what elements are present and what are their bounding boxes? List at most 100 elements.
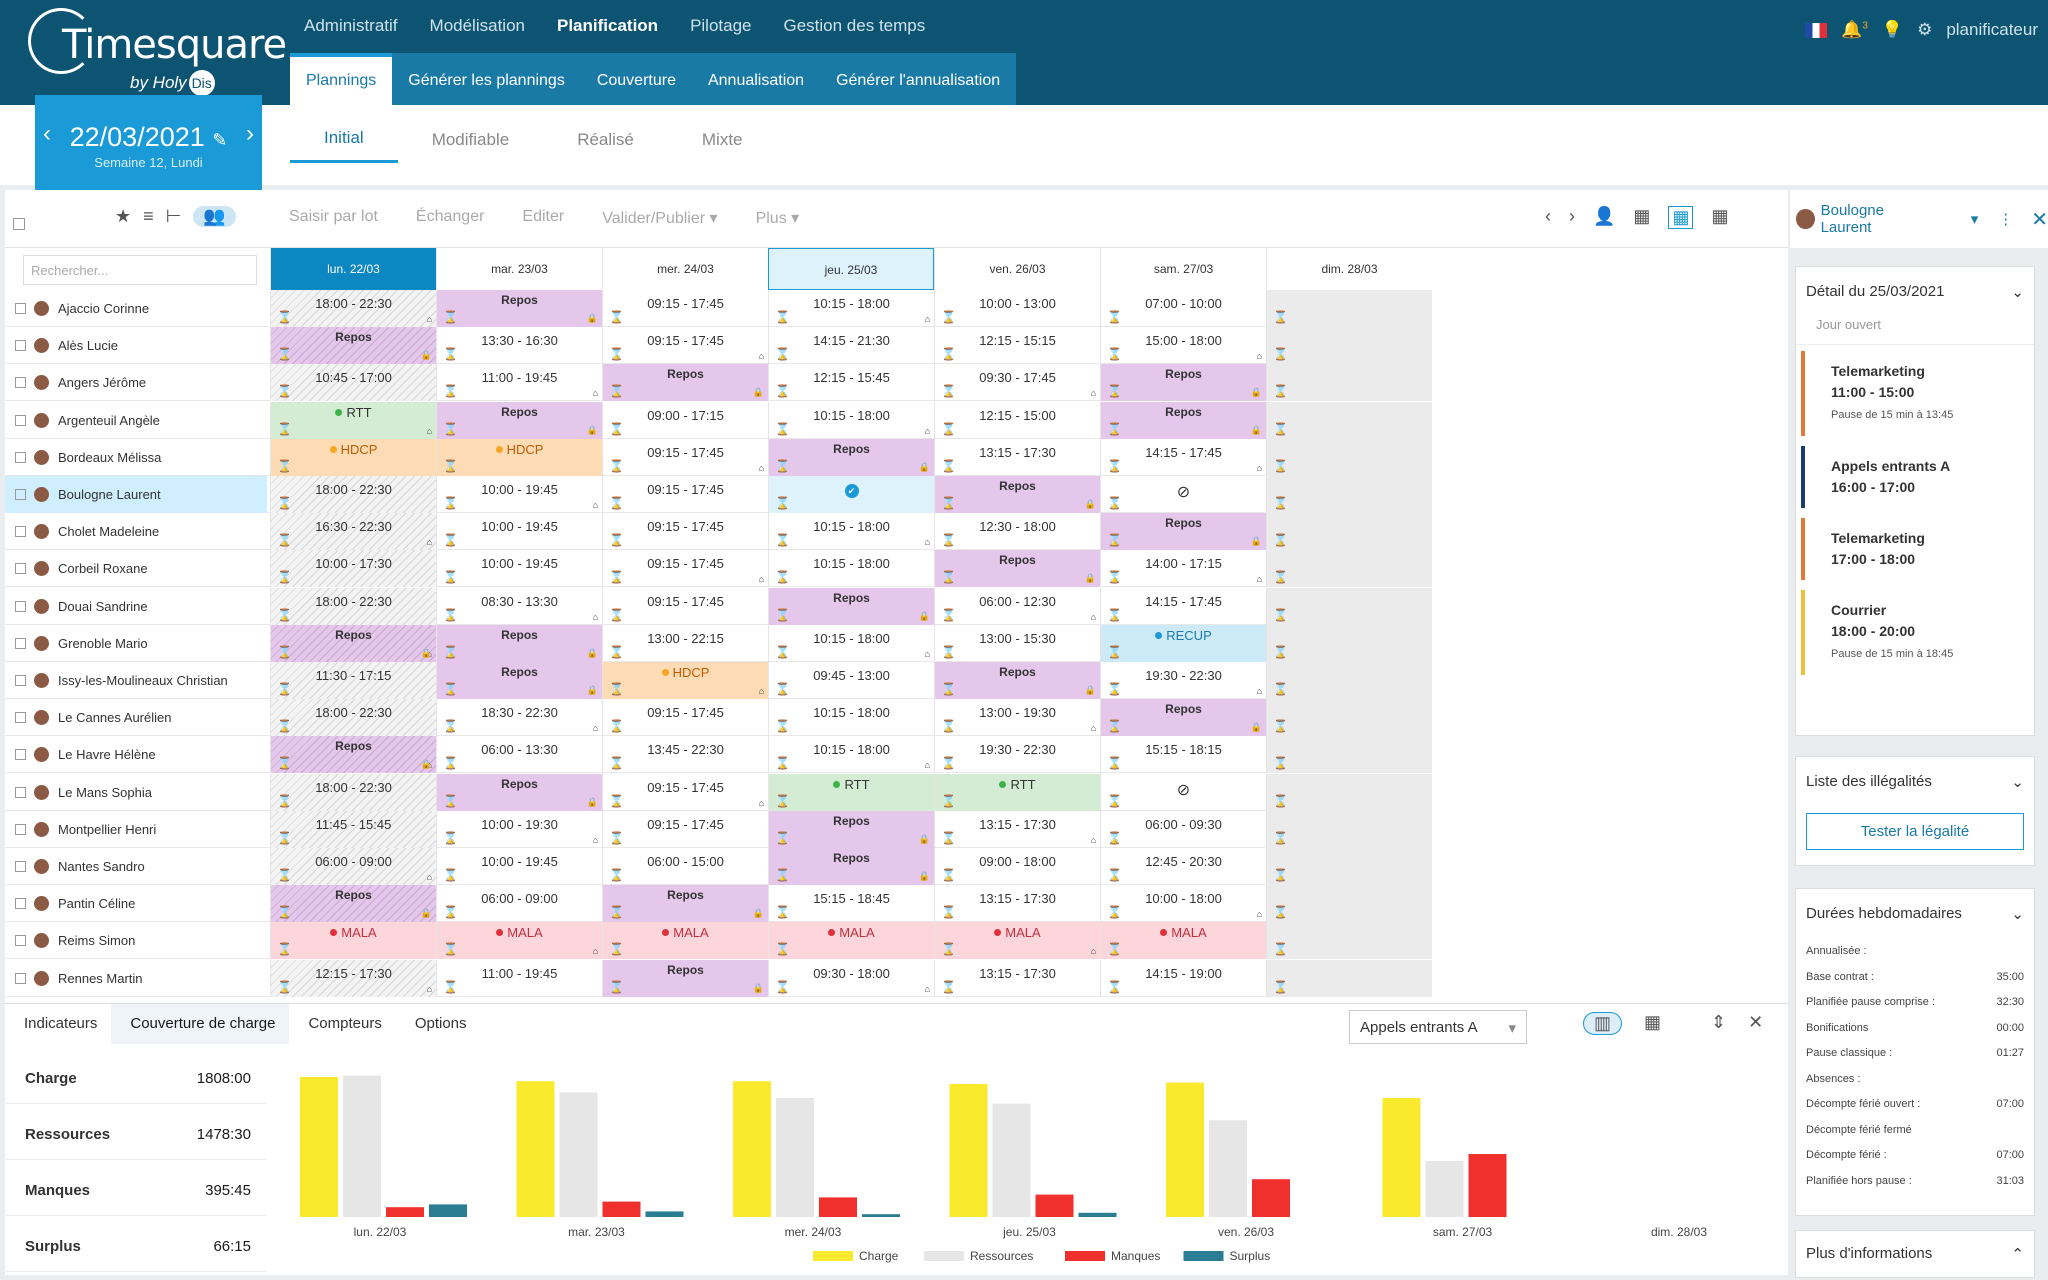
- table-row[interactable]: Le Mans Sophia 18:00 - 22:30 ⌛ Repos ⌛ 🔒 09:15…: [5, 773, 1432, 811]
- schedule-cell[interactable]: 16:30 - 22:30 ⌛ ⌂: [270, 513, 436, 551]
- prev-week-icon[interactable]: ‹: [1545, 206, 1551, 226]
- schedule-cell[interactable]: 10:00 - 19:45 ⌛: [436, 550, 602, 588]
- schedule-cell[interactable]: 12:15 - 17:30 ⌛ ⌂: [270, 959, 436, 997]
- schedule-cell[interactable]: 10:00 - 19:45 ⌛ ⌂: [436, 476, 602, 513]
- schedule-cell[interactable]: Repos ⌛ 🔒: [934, 550, 1100, 588]
- schedule-cell[interactable]: 12:30 - 18:00 ⌛: [934, 513, 1100, 551]
- schedule-cell[interactable]: Repos ⌛ 🔒: [768, 848, 934, 885]
- schedule-cell[interactable]: Repos ⌛ 🔒: [436, 290, 602, 327]
- table-row[interactable]: Issy-les-Moulineaux Christian 11:30 - 17:…: [5, 662, 1432, 699]
- table-row[interactable]: Ajaccio Corinne 18:00 - 22:30 ⌛ ⌂ Repos ⌛ 🔒 09:…: [5, 290, 1432, 327]
- schedule-cell[interactable]: 13:15 - 17:30 ⌛: [934, 959, 1100, 997]
- row-checkbox[interactable]: [15, 823, 26, 835]
- schedule-cell[interactable]: 08:30 - 13:30 ⌛ ⌂: [436, 587, 602, 625]
- schedule-cell[interactable]: 15:15 - 18:45 ⌛: [768, 885, 934, 923]
- calendar-day-icon[interactable]: ▦: [1633, 206, 1651, 226]
- schedule-cell[interactable]: ⌛: [1266, 922, 1432, 960]
- schedule-cell[interactable]: 13:30 - 16:30 ⌛: [436, 327, 602, 365]
- employee-name[interactable]: Le Havre Hélène: [58, 747, 156, 763]
- schedule-cell[interactable]: Repos ⌛ 🔒: [602, 364, 768, 402]
- schedule-cell[interactable]: HDCP ⌛: [436, 438, 602, 476]
- person-icon[interactable]: 👤: [1593, 206, 1616, 226]
- more-icon[interactable]: ⋮: [1998, 211, 2014, 228]
- sub-nav-item[interactable]: Couverture: [596, 72, 676, 89]
- schedule-cell[interactable]: MALA ⌛: [602, 922, 768, 960]
- lightbulb-icon[interactable]: 💡: [1881, 20, 1904, 39]
- schedule-cell[interactable]: ⌛: [1266, 513, 1432, 551]
- dropdown-icon[interactable]: ▾: [1970, 211, 1979, 228]
- employee-name-cell[interactable]: Le Cannes Aurélien: [5, 699, 267, 736]
- row-checkbox[interactable]: [15, 972, 26, 984]
- view-tab[interactable]: Réalisé: [577, 130, 634, 149]
- view-tab[interactable]: Mixte: [701, 130, 743, 149]
- schedule-cell[interactable]: ⌛: [1266, 885, 1432, 923]
- schedule-cell[interactable]: 10:00 - 19:45 ⌛: [436, 848, 602, 885]
- schedule-cell[interactable]: HDCP ⌛ ⌂: [602, 662, 768, 699]
- schedule-cell[interactable]: 06:00 - 15:00 ⌛: [602, 848, 768, 885]
- employee-name[interactable]: Rennes Martin: [58, 970, 143, 986]
- row-checkbox[interactable]: [15, 600, 26, 612]
- schedule-cell[interactable]: Repos ⌛ 🔒: [270, 885, 436, 923]
- schedule-cell[interactable]: 14:00 - 17:15 ⌛ ⌂: [1100, 550, 1266, 588]
- employee-name-cell[interactable]: Ajaccio Corinne: [5, 290, 267, 327]
- employee-name[interactable]: Reims Simon: [58, 933, 136, 949]
- employee-name[interactable]: Montpellier Henri: [58, 821, 157, 837]
- day-header[interactable]: mar. 23/03: [436, 248, 602, 290]
- schedule-cell[interactable]: MALA ⌛: [1100, 922, 1266, 960]
- main-nav-item[interactable]: Pilotage: [690, 16, 752, 35]
- table-row[interactable]: Montpellier Henri 11:45 - 15:45 ⌛ 10:00 - 1…: [5, 810, 1432, 848]
- employee-name[interactable]: Boulogne Laurent: [58, 487, 161, 502]
- bottom-tab[interactable]: Indicateurs: [24, 1015, 98, 1032]
- schedule-cell[interactable]: ⌛: [1266, 848, 1432, 885]
- tree-icon[interactable]: ⊢: [165, 206, 182, 226]
- employee-name[interactable]: Bordeaux Mélissa: [58, 449, 162, 465]
- test-legality-button[interactable]: Tester la légalité: [1806, 813, 2024, 850]
- schedule-cell[interactable]: 11:00 - 19:45 ⌛ ⌂: [436, 364, 602, 402]
- employee-name-cell[interactable]: Boulogne Laurent: [5, 476, 267, 513]
- schedule-cell[interactable]: 14:15 - 19:00 ⌛: [1100, 959, 1266, 997]
- schedule-cell[interactable]: 09:15 - 17:45 ⌛ ⌂: [602, 550, 768, 588]
- bottom-tab[interactable]: Options: [414, 1015, 467, 1032]
- schedule-cell[interactable]: Repos ⌛ 🔒: [768, 810, 934, 848]
- schedule-cell[interactable]: ⌛: [1266, 699, 1432, 737]
- schedule-cell[interactable]: 19:30 - 22:30 ⌛: [934, 736, 1100, 774]
- schedule-cell[interactable]: 10:15 - 18:00 ⌛ ⌂: [768, 290, 934, 327]
- table-row[interactable]: Angers Jérôme 10:45 - 17:00 ⌛ 11:00 - 19:45…: [5, 364, 1432, 402]
- sub-nav-item[interactable]: Générer les plannings: [408, 72, 565, 89]
- schedule-cell[interactable]: MALA ⌛: [270, 922, 436, 960]
- schedule-cell[interactable]: ⌛: [1266, 587, 1432, 625]
- employee-name[interactable]: Ajaccio Corinne: [58, 301, 150, 316]
- employee-name[interactable]: Cholet Madeleine: [58, 524, 160, 540]
- schedule-cell[interactable]: Repos ⌛ 🔒: [934, 476, 1100, 513]
- schedule-cell[interactable]: 18:00 - 22:30 ⌛ ⌂: [270, 290, 436, 327]
- table-row[interactable]: Le Cannes Aurélien 18:00 - 22:30 ⌛ 18:30 - …: [5, 699, 1432, 737]
- schedule-cell[interactable]: 18:00 - 22:30 ⌛: [270, 773, 436, 811]
- table-view-icon[interactable]: ▦: [1644, 1012, 1662, 1032]
- schedule-cell[interactable]: 13:00 - 22:15 ⌛: [602, 624, 768, 662]
- valider-publier-button[interactable]: Valider/Publier ▾: [602, 210, 718, 227]
- employee-name-cell[interactable]: Pantin Céline: [5, 885, 267, 922]
- row-checkbox[interactable]: [15, 898, 26, 910]
- table-row[interactable]: Nantes Sandro 06:00 - 09:00 ⌛ ⌂ 10:00 - 19:4…: [5, 848, 1432, 885]
- table-row[interactable]: Reims Simon MALA ⌛ MALA ⌛ ⌂ MALA ⌛ MALA ⌛ MALA ⌛ ⌂ MA…: [5, 922, 1432, 960]
- day-header[interactable]: sam. 27/03: [1100, 248, 1266, 290]
- schedule-cell[interactable]: Repos ⌛ 🔒: [602, 959, 768, 997]
- schedule-cell[interactable]: Repos ⌛ 🔒: [934, 662, 1100, 699]
- close-bottom-icon[interactable]: ✕: [1748, 1012, 1764, 1032]
- gear-icon[interactable]: ⚙: [1917, 20, 1933, 39]
- schedule-cell[interactable]: 13:00 - 19:30 ⌛ ⌂: [934, 699, 1100, 737]
- plus-button[interactable]: Plus ▾: [755, 210, 800, 227]
- row-checkbox[interactable]: [15, 303, 26, 314]
- schedule-cell[interactable]: ⊘ ⌛: [1100, 476, 1266, 513]
- schedule-cell[interactable]: 09:30 - 18:00 ⌛ ⌂: [768, 959, 934, 997]
- row-checkbox[interactable]: [15, 861, 26, 872]
- activity-item[interactable]: Courrier 18:00 - 20:00 Pause de 15 min à 1…: [1801, 590, 2026, 675]
- schedule-cell[interactable]: 19:30 - 22:30 ⌛ ⌂: [1100, 662, 1266, 699]
- activity-item[interactable]: Telemarketing 17:00 - 18:00: [1801, 518, 2026, 580]
- schedule-cell[interactable]: 09:15 - 17:45 ⌛: [602, 290, 768, 327]
- schedule-cell[interactable]: 06:00 - 12:30 ⌛ ⌂: [934, 587, 1100, 625]
- employee-name[interactable]: Alès Lucie: [58, 338, 118, 354]
- schedule-cell[interactable]: 14:15 - 17:45 ⌛: [1100, 587, 1266, 625]
- schedule-cell[interactable]: ⊘ ⌛: [1100, 773, 1266, 811]
- employee-name-cell[interactable]: Le Havre Hélène: [5, 736, 267, 773]
